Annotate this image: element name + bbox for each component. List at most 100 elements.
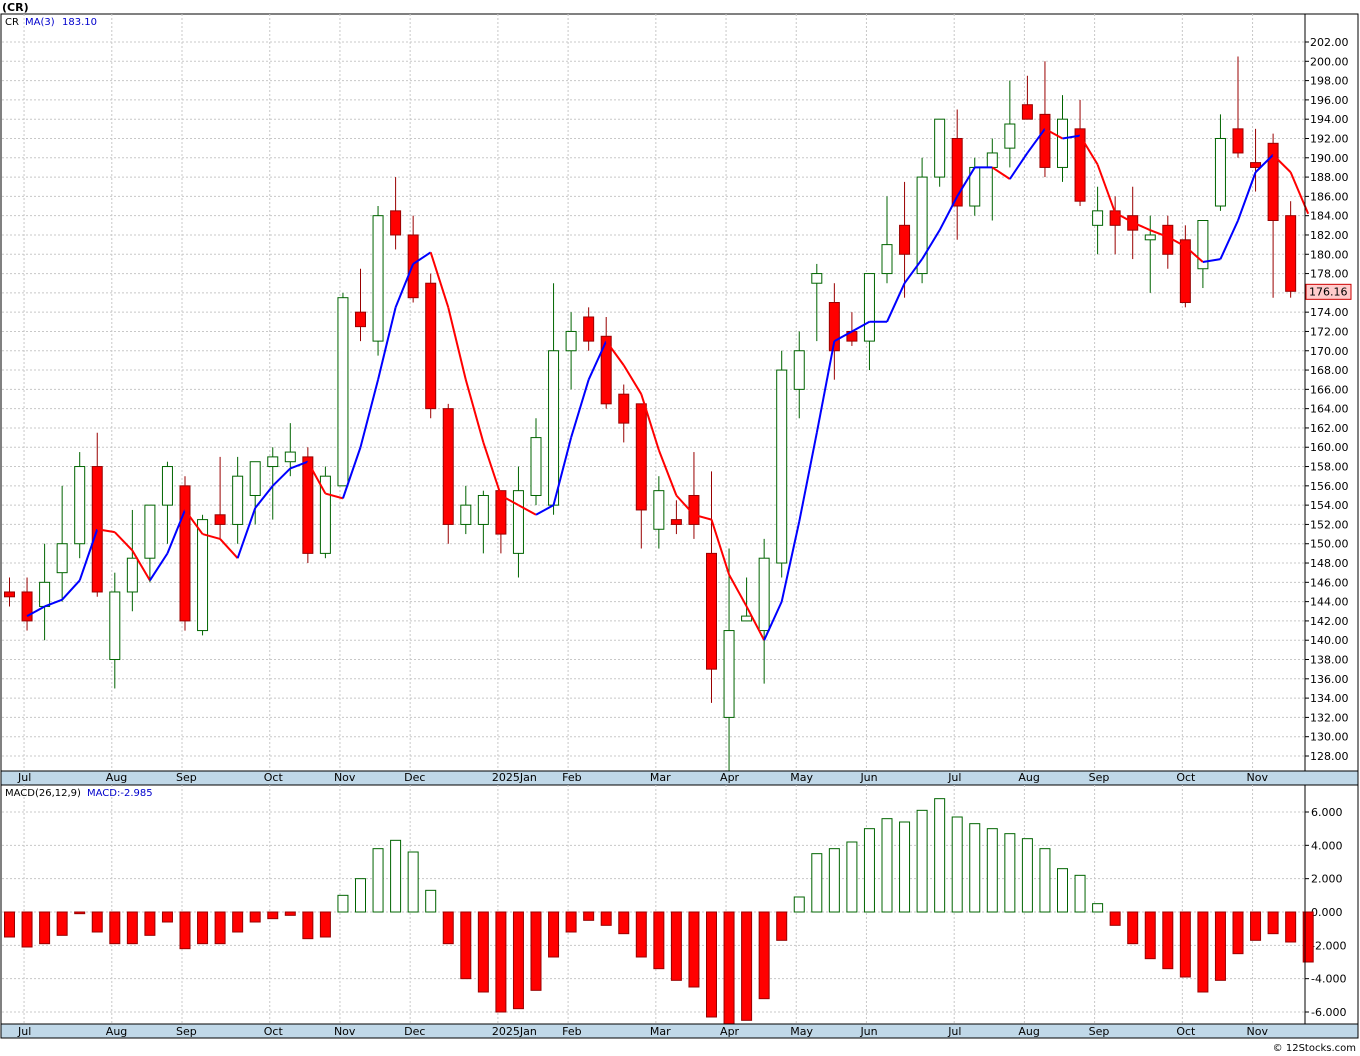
candle-body-up bbox=[1197, 220, 1209, 270]
candle-body-down bbox=[1250, 162, 1262, 168]
macd-month-label: May bbox=[790, 1025, 813, 1038]
macd-legend-value: MACD:-2.985 bbox=[87, 788, 153, 799]
macd-bar-positive bbox=[934, 798, 946, 913]
macd-bar-positive bbox=[969, 823, 981, 913]
ma-segment bbox=[500, 494, 519, 507]
price-tick-label: 162.00 bbox=[1310, 422, 1349, 435]
candle-body-down bbox=[179, 485, 191, 622]
candle-body-up bbox=[776, 369, 788, 564]
candle-body-up bbox=[653, 490, 665, 530]
ma-segment bbox=[78, 528, 99, 581]
macd-tick-label: -6.000 bbox=[1311, 1006, 1346, 1019]
price-tick-label: 178.00 bbox=[1310, 268, 1349, 281]
ma-segment bbox=[1114, 211, 1134, 224]
price-tick-label: 156.00 bbox=[1310, 480, 1349, 493]
candle-body-up bbox=[249, 461, 261, 496]
price-tick-label: 192.00 bbox=[1310, 132, 1349, 145]
candle-body-up bbox=[460, 504, 472, 525]
macd-bar-negative bbox=[21, 911, 33, 948]
ma-segment bbox=[447, 307, 467, 380]
candle-body-down bbox=[355, 311, 366, 328]
ma-segment bbox=[552, 437, 573, 506]
macd-bar-positive bbox=[986, 828, 998, 913]
price-tick-label: 160.00 bbox=[1310, 441, 1349, 454]
ma-segment bbox=[114, 531, 134, 552]
price-grid bbox=[2, 14, 1305, 771]
ma-segment bbox=[570, 379, 590, 438]
macd-bar-negative bbox=[56, 911, 68, 936]
macd-bar-negative bbox=[249, 911, 261, 923]
ma-segment bbox=[693, 513, 712, 521]
macd-month-label: Nov bbox=[1247, 1025, 1269, 1038]
candle-body-up bbox=[1004, 123, 1016, 149]
macd-bar-negative bbox=[214, 911, 226, 945]
candle-body-up bbox=[512, 490, 524, 554]
macd-bar-negative bbox=[197, 911, 209, 945]
macd-legend-label: MACD(26,12,9) bbox=[5, 788, 81, 799]
macd-month-label: Mar bbox=[650, 1025, 671, 1038]
price-tick-label: 186.00 bbox=[1310, 190, 1349, 203]
price-tick-label: 184.00 bbox=[1310, 210, 1349, 223]
ma-segment bbox=[482, 442, 502, 496]
price-tick-label: 166.00 bbox=[1310, 383, 1349, 396]
price-tick-label: 146.00 bbox=[1310, 576, 1349, 589]
macd-panel bbox=[0, 784, 1359, 1025]
macd-month-label: Jun bbox=[859, 1025, 877, 1038]
macd-bar-negative bbox=[565, 911, 577, 933]
ma-segment bbox=[886, 282, 906, 323]
ma-segment bbox=[1009, 152, 1029, 180]
price-month-label: May bbox=[790, 771, 813, 784]
macd-bar-positive bbox=[407, 851, 419, 913]
macd-bar-positive bbox=[1057, 868, 1068, 913]
candle-body-up bbox=[934, 118, 946, 178]
ma-segment bbox=[728, 574, 748, 607]
price-month-label: Nov bbox=[334, 771, 356, 784]
price-tick-label: 198.00 bbox=[1310, 75, 1349, 88]
macd-bar-negative bbox=[442, 911, 454, 945]
macd-bar-negative bbox=[267, 911, 279, 920]
candle-body-down bbox=[214, 514, 226, 525]
candle-body-up bbox=[863, 273, 875, 342]
candle-body-up bbox=[337, 297, 349, 487]
ma-segment bbox=[289, 460, 309, 470]
candle-body-up bbox=[548, 350, 560, 506]
price-tick-label: 168.00 bbox=[1310, 364, 1349, 377]
price-tick-label: 148.00 bbox=[1310, 557, 1349, 570]
macd-month-label: Sep bbox=[176, 1025, 197, 1038]
candle-body-down bbox=[951, 137, 963, 207]
candle-body-down bbox=[1074, 128, 1086, 202]
price-tick-label: 132.00 bbox=[1310, 711, 1349, 724]
macd-month-label: Oct bbox=[264, 1025, 284, 1038]
macd-bar-negative bbox=[4, 911, 15, 938]
price-tick-label: 134.00 bbox=[1310, 692, 1349, 705]
candle-body-up bbox=[477, 494, 489, 525]
ma-segment bbox=[1044, 127, 1063, 140]
price-tick-label: 128.00 bbox=[1310, 750, 1349, 763]
ma-segment bbox=[202, 533, 221, 540]
candle-body-up bbox=[232, 475, 244, 525]
price-tick-label: 142.00 bbox=[1310, 615, 1349, 628]
macd-axis: -6.000 -4.000 -2.000 0.000 2.000 4.000 6.000 bbox=[1305, 806, 1346, 1019]
candle-body-up bbox=[144, 504, 156, 559]
ma-segment bbox=[394, 263, 415, 308]
macd-bar-negative bbox=[144, 911, 156, 936]
candle-body-up bbox=[986, 152, 998, 168]
macd-month-label: Jul bbox=[947, 1025, 961, 1038]
price-tick-label: 190.00 bbox=[1310, 152, 1349, 165]
ma-segment bbox=[710, 519, 731, 575]
price-tick-label: 164.00 bbox=[1310, 403, 1349, 416]
ma-segment bbox=[1237, 171, 1257, 221]
ma-segment bbox=[359, 379, 380, 448]
macd-bar-negative bbox=[460, 911, 472, 980]
ma-segment bbox=[763, 601, 783, 641]
ma-segment bbox=[640, 393, 660, 451]
candle-body-up bbox=[319, 475, 331, 554]
candle-body-down bbox=[495, 490, 507, 535]
candle-body-down bbox=[1179, 239, 1191, 304]
price-tick-label: 138.00 bbox=[1310, 654, 1349, 667]
legend-symbol: CR bbox=[5, 17, 19, 28]
ma-segment bbox=[1026, 128, 1046, 154]
ma-segment bbox=[1184, 245, 1204, 263]
ma-segment bbox=[219, 538, 239, 559]
ma-segment bbox=[61, 579, 81, 601]
